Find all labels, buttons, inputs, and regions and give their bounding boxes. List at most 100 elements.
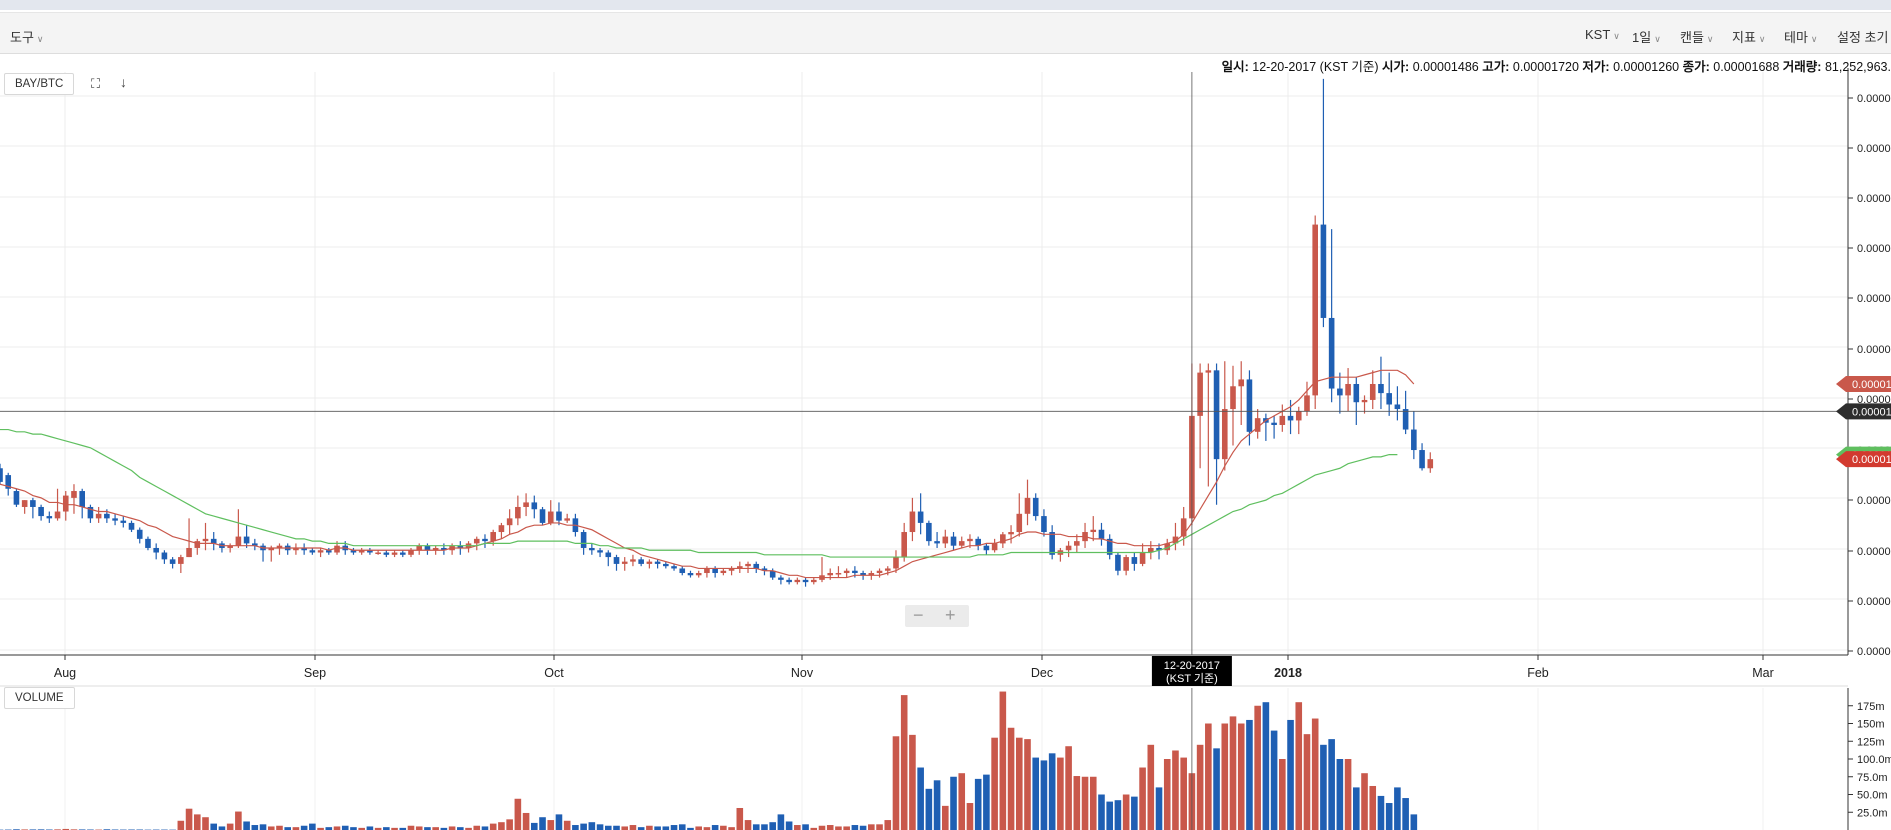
candle-body <box>1008 532 1014 535</box>
candle-body <box>1041 516 1047 533</box>
volume-bar <box>728 827 735 830</box>
candle-body <box>605 552 612 558</box>
candle-body <box>482 538 488 542</box>
volume-bar <box>826 825 834 830</box>
volume-bar <box>325 827 333 830</box>
volume-bar <box>226 823 234 830</box>
volume-bar <box>555 814 563 830</box>
x-tick-label: Sep <box>304 666 326 680</box>
open-value: 0.00001486 <box>1412 60 1479 74</box>
candle-body <box>720 570 727 574</box>
volume-bar <box>366 826 374 830</box>
tools-menu[interactable]: 도구 ∨ <box>10 27 44 46</box>
volume-bar <box>292 827 300 830</box>
volume-bar <box>843 826 850 830</box>
candle-body <box>169 559 176 564</box>
candle-body <box>0 468 3 482</box>
candle-body <box>1065 545 1072 551</box>
symbol-button[interactable]: BAY/BTC <box>4 73 75 95</box>
volume-bar <box>1270 730 1278 830</box>
candle-body <box>210 538 217 544</box>
candle-body <box>663 563 669 567</box>
crosshair-price-tag-text: 0.00001 <box>1852 406 1891 418</box>
volume-bar <box>580 823 587 830</box>
volume-bar <box>695 826 702 830</box>
candle-body <box>794 579 801 583</box>
volume-bar <box>284 827 291 830</box>
candle-body <box>1279 415 1286 425</box>
volume-indicator-button[interactable]: VOLUME <box>4 687 75 709</box>
candle-body <box>876 570 883 574</box>
volume-bar <box>604 825 612 830</box>
candle-body <box>1386 393 1392 405</box>
volume-bar <box>1172 750 1179 830</box>
volume-bar <box>259 824 267 830</box>
timezone-menu[interactable]: KST ∨ <box>1585 27 1620 42</box>
theme-menu[interactable]: 테마 ∨ <box>1784 27 1818 46</box>
fullscreen-icon[interactable]: ⛶ <box>91 76 101 91</box>
candle-body <box>194 541 201 548</box>
candle-body <box>1221 409 1228 460</box>
candle-body <box>391 552 398 555</box>
candle-body <box>293 547 299 551</box>
candle-body <box>942 536 949 544</box>
reset-settings-button[interactable]: 설정 초기 <box>1837 27 1888 46</box>
volume-bar <box>958 773 966 830</box>
candle-body <box>1287 415 1294 421</box>
volume-bar <box>424 827 431 830</box>
volume-bar <box>744 820 752 830</box>
volume-bar <box>1353 787 1360 830</box>
candle-body <box>704 568 710 574</box>
candle-body <box>1049 532 1055 555</box>
candle-body <box>1106 538 1113 555</box>
candle-body <box>695 573 702 576</box>
candle-body <box>1032 497 1039 517</box>
candle-body <box>1115 554 1121 571</box>
volume-bar <box>481 826 489 830</box>
candle-body <box>671 566 677 569</box>
volume-bar <box>966 803 974 830</box>
volume-bar <box>251 825 259 830</box>
volume-bar <box>1122 794 1130 830</box>
volume-tick-label: 25.0m <box>1857 807 1888 819</box>
zoom-out-icon[interactable]: − <box>913 605 924 625</box>
volume-bar <box>202 817 209 830</box>
download-icon[interactable]: ↓ <box>120 74 127 90</box>
close-value: 0.00001688 <box>1713 60 1780 74</box>
volume-bar <box>835 826 842 830</box>
candle-body <box>1238 379 1245 387</box>
volume-bar <box>341 825 349 830</box>
candle-body <box>5 475 12 489</box>
volume-bar <box>383 827 390 830</box>
candle-body <box>1230 386 1236 410</box>
volume-bar <box>1205 723 1212 830</box>
interval-menu[interactable]: 1일 ∨ <box>1632 27 1661 46</box>
volume-bar <box>794 825 801 830</box>
candle-body <box>1213 370 1220 460</box>
volume-label: 거래량: <box>1782 60 1822 74</box>
date-label: 일시: <box>1221 60 1249 74</box>
volume-bar <box>802 824 809 830</box>
volume-bar <box>243 821 250 830</box>
crosshair-date-note: (KST 기준) <box>1166 672 1218 685</box>
candle-body <box>638 559 644 564</box>
candle-body <box>490 532 496 542</box>
candle-body <box>457 545 464 548</box>
candle-body <box>1378 383 1384 394</box>
candle-body <box>1419 450 1425 469</box>
indicator-menu[interactable]: 지표 ∨ <box>1732 27 1766 46</box>
chart-type-menu[interactable]: 캔들 ∨ <box>1680 27 1714 46</box>
candle-body <box>383 552 390 555</box>
candle-body <box>441 547 447 551</box>
candle-body <box>884 568 891 571</box>
candle-body <box>408 550 414 555</box>
zoom-in-icon[interactable]: + <box>945 605 956 625</box>
volume-bar <box>489 823 497 830</box>
volume-bar <box>522 812 530 830</box>
candle-body <box>1369 383 1376 400</box>
crosshair-date-text: 12-20-2017 <box>1164 660 1220 672</box>
candle-body <box>1271 422 1277 425</box>
